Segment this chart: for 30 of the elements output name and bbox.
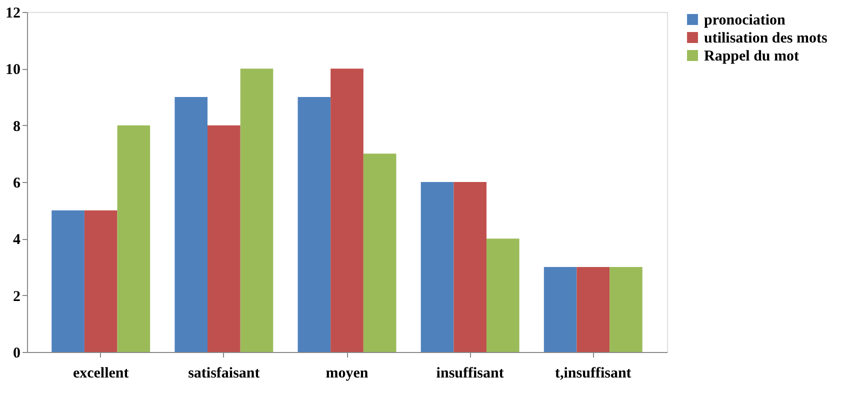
bar bbox=[330, 68, 364, 352]
x-tick-label: t,insuffisant bbox=[555, 366, 632, 382]
bar bbox=[84, 210, 118, 352]
y-tick-label: 2 bbox=[13, 288, 20, 305]
x-tick-label: satisfaisant bbox=[188, 366, 260, 382]
bar bbox=[486, 238, 520, 352]
y-tick-label: 8 bbox=[13, 118, 20, 135]
legend-label: utilisation des mots bbox=[704, 30, 828, 46]
y-tick-label: 6 bbox=[13, 176, 21, 192]
bar bbox=[420, 182, 454, 352]
bar bbox=[610, 267, 642, 352]
bar bbox=[576, 267, 610, 352]
y-tick-label: 10 bbox=[6, 62, 20, 78]
bar bbox=[52, 210, 84, 352]
legend-label: Rappel du mot bbox=[704, 48, 800, 64]
bar bbox=[117, 125, 150, 352]
x-tick-label: insuffisant bbox=[436, 366, 504, 382]
x-tick-label: moyen bbox=[326, 366, 369, 382]
y-tick-label: 12 bbox=[6, 6, 20, 22]
x-tick-label: excellent bbox=[72, 366, 129, 382]
bar bbox=[544, 267, 577, 352]
bar bbox=[208, 125, 240, 352]
y-tick-label: 0 bbox=[13, 346, 20, 362]
y-tick-label: 4 bbox=[13, 232, 21, 248]
bar bbox=[363, 154, 396, 352]
bar bbox=[454, 182, 486, 352]
legend-label: pronociation bbox=[704, 12, 786, 28]
bar bbox=[298, 97, 331, 352]
bar bbox=[240, 68, 274, 352]
bar bbox=[174, 97, 208, 352]
